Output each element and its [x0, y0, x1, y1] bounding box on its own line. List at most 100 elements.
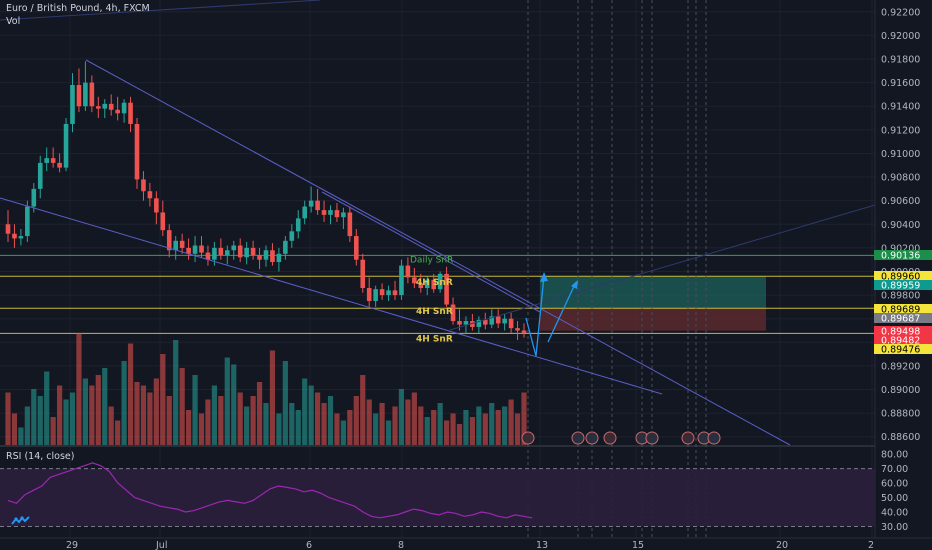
- candle-body[interactable]: [76, 84, 82, 107]
- candle-body[interactable]: [173, 240, 178, 251]
- candle-body[interactable]: [154, 198, 159, 213]
- candle-body[interactable]: [341, 212, 346, 218]
- volume-bar: [244, 406, 250, 445]
- candle-body[interactable]: [192, 245, 198, 254]
- candle-body[interactable]: [386, 290, 391, 296]
- candle-body[interactable]: [37, 162, 43, 189]
- economic-event-icon[interactable]: [603, 431, 617, 445]
- candle-body[interactable]: [231, 245, 237, 251]
- candle-body[interactable]: [354, 236, 359, 260]
- candle-body[interactable]: [328, 210, 333, 215]
- candle-body[interactable]: [418, 283, 424, 289]
- upper-trendline[interactable]: [85, 59, 791, 446]
- candle-body[interactable]: [373, 289, 378, 301]
- candle-body[interactable]: [186, 247, 191, 254]
- candle-body[interactable]: [283, 240, 288, 254]
- candle-body[interactable]: [412, 277, 417, 284]
- candle-body[interactable]: [321, 210, 327, 215]
- candle-body[interactable]: [315, 200, 320, 211]
- candle-body[interactable]: [18, 236, 24, 239]
- candle-body[interactable]: [89, 82, 95, 107]
- candle-body[interactable]: [250, 247, 256, 255]
- snr-4h-label: 4H SnR: [416, 307, 453, 317]
- candle-body[interactable]: [147, 191, 153, 199]
- candle-body[interactable]: [96, 106, 101, 109]
- candle-body[interactable]: [276, 253, 282, 263]
- candle-body[interactable]: [166, 230, 172, 251]
- candle-body[interactable]: [115, 109, 120, 114]
- candle-body[interactable]: [31, 188, 37, 207]
- candle-body[interactable]: [134, 123, 140, 180]
- economic-event-icon[interactable]: [585, 431, 599, 445]
- candle-body[interactable]: [470, 321, 475, 327]
- candle-body[interactable]: [424, 279, 430, 289]
- candle-body[interactable]: [399, 265, 404, 296]
- candle-body[interactable]: [25, 206, 30, 237]
- candle-body[interactable]: [225, 250, 230, 255]
- projection-path-2[interactable]: [547, 281, 577, 343]
- candle-body[interactable]: [102, 103, 108, 109]
- candle-body[interactable]: [405, 265, 411, 278]
- candle-body[interactable]: [212, 247, 217, 260]
- economic-event-icon[interactable]: [521, 431, 535, 445]
- candle-body[interactable]: [70, 84, 75, 124]
- candle-body[interactable]: [347, 212, 353, 237]
- candle-body[interactable]: [508, 318, 514, 329]
- candle-body[interactable]: [521, 330, 527, 333]
- candle-body[interactable]: [5, 224, 11, 234]
- candle-body[interactable]: [444, 273, 449, 305]
- lower-trendline[interactable]: [0, 197, 663, 395]
- candle-body[interactable]: [450, 304, 456, 322]
- volume-bar: [476, 406, 482, 445]
- candle-body[interactable]: [121, 102, 127, 114]
- candle-body[interactable]: [57, 162, 62, 168]
- candle-body[interactable]: [502, 318, 507, 324]
- candle-body[interactable]: [463, 321, 469, 325]
- economic-event-icon[interactable]: [707, 431, 721, 445]
- candle-body[interactable]: [515, 328, 520, 331]
- candle-body[interactable]: [83, 82, 88, 107]
- candle-body[interactable]: [263, 250, 269, 260]
- candle-body[interactable]: [379, 289, 385, 296]
- candle-body[interactable]: [483, 319, 488, 325]
- inner-trendline[interactable]: [321, 191, 541, 313]
- candle-body[interactable]: [308, 200, 314, 207]
- candle-body[interactable]: [495, 316, 501, 324]
- price-badge-label: 0.89960: [881, 272, 920, 283]
- candle-body[interactable]: [218, 247, 224, 255]
- candle-body[interactable]: [295, 218, 301, 232]
- economic-event-icon[interactable]: [645, 431, 659, 445]
- candle-body[interactable]: [489, 316, 495, 325]
- economic-event-icon[interactable]: [681, 431, 695, 445]
- candle-body[interactable]: [12, 233, 17, 239]
- candle-body[interactable]: [44, 158, 49, 163]
- candle-body[interactable]: [128, 102, 133, 124]
- candle-body[interactable]: [392, 290, 398, 296]
- candle-body[interactable]: [302, 206, 307, 219]
- candle-body[interactable]: [360, 259, 366, 289]
- projection-path-1[interactable]: [525, 275, 545, 357]
- candle-body[interactable]: [431, 279, 436, 290]
- candle-body[interactable]: [63, 123, 69, 168]
- candle-body[interactable]: [437, 273, 443, 290]
- candle-body[interactable]: [270, 250, 275, 263]
- candle-body[interactable]: [199, 245, 204, 253]
- candle-body[interactable]: [257, 254, 262, 260]
- candle-body[interactable]: [237, 245, 243, 258]
- candle-body[interactable]: [141, 179, 146, 192]
- candle-body[interactable]: [476, 319, 482, 327]
- candle-body[interactable]: [334, 210, 340, 218]
- candle-body[interactable]: [50, 158, 56, 163]
- candle-body[interactable]: [160, 212, 166, 231]
- candle-body[interactable]: [289, 231, 295, 241]
- candle-body[interactable]: [457, 321, 462, 325]
- candle-body[interactable]: [244, 247, 249, 258]
- candle-body[interactable]: [205, 252, 211, 260]
- candle-body[interactable]: [179, 240, 185, 248]
- economic-event-icon[interactable]: [571, 431, 585, 445]
- candle-body[interactable]: [366, 288, 372, 301]
- rsi-line[interactable]: [7, 462, 533, 519]
- candle-body[interactable]: [108, 103, 114, 110]
